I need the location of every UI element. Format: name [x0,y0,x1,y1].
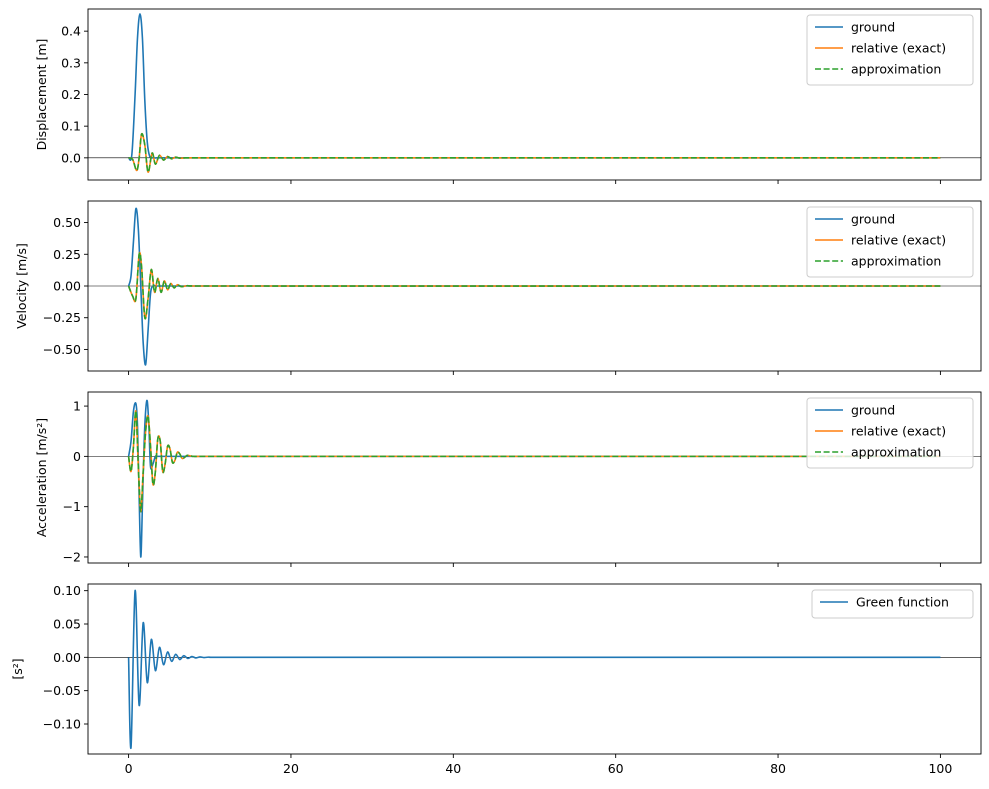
y-tick-label: 0.10 [53,583,81,598]
y-tick-label: 0.25 [53,247,81,262]
y-tick-label: −0.05 [43,683,81,698]
y-axis-label: Acceleration [m/s²] [34,418,49,537]
panel-velocity: −0.50 −0.25 0.00 0.25 0.50 Velocity [m/s] grou… [14,200,982,375]
series-line-green-function [127,589,941,749]
y-axis-label: Displacement [m] [34,39,49,151]
y-tick-label: 1 [73,399,81,414]
panel-displacement: 0.0 0.1 0.2 0.3 0.4 Displacement [m] ground rel… [34,8,982,184]
x-tick-label: 20 [283,761,299,776]
legend-label-approximation: approximation [851,62,941,77]
legend-label-ground: ground [851,20,895,35]
x-tick-label: 0 [125,761,133,776]
legend-label-relative-exact: relative (exact) [851,233,946,248]
legend: ground relative (exact) approximation [806,397,974,469]
legend: ground relative (exact) approximation [806,14,974,86]
legend-label-relative-exact: relative (exact) [851,41,946,56]
legend-label-green-function: Green function [856,595,949,610]
panel-green: −0.10 −0.05 0.00 0.05 0.10 0 20 40 60 80 100 [s²] Gr… [10,583,982,776]
y-tick-label: −1 [63,499,81,514]
y-axis-label: Velocity [m/s] [14,243,29,329]
x-tick-label: 80 [770,761,786,776]
y-tick-label: −0.50 [43,342,81,357]
y-tick-label: −0.10 [43,717,81,732]
plot-frame [87,391,982,564]
legend-box [806,206,974,278]
series-line-approximation [127,251,941,320]
series-line-approximation [127,410,941,513]
legend-label-approximation: approximation [851,254,941,269]
legend-label-approximation: approximation [851,445,941,460]
legend-box [806,397,974,469]
x-tick-label: 40 [445,761,461,776]
y-tick-label: 0.05 [53,617,81,632]
y-tick-label: 0.00 [53,279,81,294]
legend-box [806,14,974,86]
legend-label-ground: ground [851,212,895,227]
legend-label-ground: ground [851,403,895,418]
panel-acceleration: −2 −1 0 1 Acceleration [m/s²] ground relative … [34,391,982,567]
y-tick-label: 0.3 [61,55,81,70]
y-tick-label: 0.00 [53,650,81,665]
y-tick-label: 0.2 [61,87,81,102]
legend: Green function [811,589,974,619]
plot-frame [87,200,982,372]
y-tick-label: 0 [73,449,81,464]
y-tick-label: −2 [63,549,81,564]
y-tick-label: 0.4 [61,24,81,39]
y-tick-label: 0.1 [61,119,81,134]
legend-box [811,589,974,619]
x-tick-label: 60 [608,761,624,776]
legend: ground relative (exact) approximation [806,206,974,278]
plot-frame [87,583,982,755]
legend-label-relative-exact: relative (exact) [851,424,946,439]
series-line-ground [127,399,941,558]
series-line-approximation [128,132,941,173]
y-axis-label: [s²] [10,658,25,679]
y-tick-label: −0.25 [43,310,81,325]
x-tick-label: 100 [928,761,952,776]
plot-frame [87,8,982,181]
y-tick-label: 0.50 [53,215,81,230]
y-tick-label: 0.0 [61,150,81,165]
